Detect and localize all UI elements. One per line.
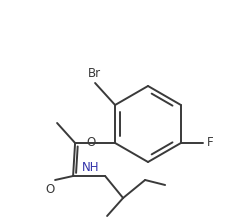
Text: O: O [87, 136, 96, 150]
Text: F: F [206, 136, 213, 150]
Text: Br: Br [87, 67, 100, 80]
Text: O: O [45, 183, 55, 196]
Text: NH: NH [82, 161, 99, 174]
